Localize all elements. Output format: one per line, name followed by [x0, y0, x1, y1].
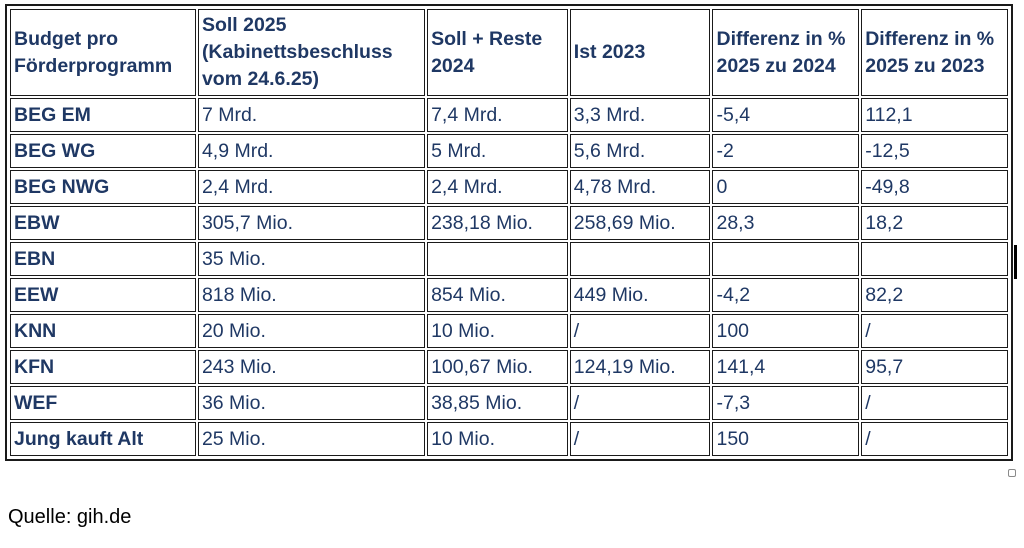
table-row: EBN 35 Mio. [10, 242, 1008, 276]
table-cell: 854 Mio. [427, 278, 568, 312]
table-cell: 7 Mrd. [197, 98, 426, 132]
table-row: WEF 36 Mio. 38,85 Mio. / -7,3/ [10, 386, 1008, 420]
table-cell [569, 242, 711, 276]
table-cell: 2,4 Mrd. [197, 170, 426, 204]
table-row: Jung kauft Alt 25 Mio. 10 Mio./150/ [10, 422, 1008, 456]
table-cell: 238,18 Mio. [427, 206, 568, 240]
header-cell-soll-2025: Soll 2025 (Kabinettsbeschluss vom 24.6.2… [197, 9, 426, 96]
row-label-cell: EBN [10, 242, 196, 276]
table-cell: 124,19 Mio. [569, 350, 711, 384]
budget-table-frame: Budget pro Förderprogramm Soll 2025 (Kab… [5, 4, 1013, 461]
table-cell: 35 Mio. [197, 242, 426, 276]
table-cell: 18,2 [861, 206, 1008, 240]
table-cell: 82,2 [861, 278, 1008, 312]
table-cell: -4,2 [712, 278, 860, 312]
table-cell: 38,85 Mio. [427, 386, 568, 420]
header-cell-diff-2023: Differenz in % 2025 zu 2023 [861, 9, 1008, 96]
row-label-cell: BEG EM [10, 98, 196, 132]
table-cell: 818 Mio. [197, 278, 426, 312]
table-header-row: Budget pro Förderprogramm Soll 2025 (Kab… [10, 9, 1008, 96]
table-cell: 305,7 Mio. [197, 206, 426, 240]
table-cell: 10 Mio. [427, 422, 568, 456]
source-caption: Quelle: gih.de [8, 506, 132, 528]
table-cell: -49,8 [861, 170, 1008, 204]
row-label-cell: BEG WG [10, 134, 196, 168]
table-cell: 25 Mio. [197, 422, 426, 456]
budget-table: Budget pro Förderprogramm Soll 2025 (Kab… [8, 7, 1010, 458]
table-cell [861, 242, 1008, 276]
table-cell: / [569, 422, 711, 456]
header-cell-diff-2024: Differenz in % 2025 zu 2024 [712, 9, 860, 96]
table-cell: 20 Mio. [197, 314, 426, 348]
table-body: BEG EM 7 Mrd. 7,4 Mrd. 3,3 Mrd. -5,4 112,1 BEG… [10, 98, 1008, 456]
row-label-cell: EBW [10, 206, 196, 240]
table-cell: 36 Mio. [197, 386, 426, 420]
table-cell: 100 [712, 314, 860, 348]
table-cell [427, 242, 568, 276]
table-cell: 5 Mrd. [427, 134, 568, 168]
table-cell: -7,3 [712, 386, 860, 420]
row-label-cell: BEG NWG [10, 170, 196, 204]
table-cell: / [861, 314, 1008, 348]
header-cell-soll-reste-2024: Soll + Reste 2024 [427, 9, 568, 96]
row-label-cell: KFN [10, 350, 196, 384]
table-cell: 449 Mio. [569, 278, 711, 312]
row-label-cell: Jung kauft Alt [10, 422, 196, 456]
table-row: EBW 305,7 Mio. 238,18 Mio. 258,69 Mio. 28,3 1… [10, 206, 1008, 240]
table-row: BEG EM 7 Mrd. 7,4 Mrd. 3,3 Mrd. -5,4 112,1 [10, 98, 1008, 132]
table-row: EEW 818 Mio. 854 Mio. 449 Mio. -4,2 82,2 [10, 278, 1008, 312]
table-cell: 4,9 Mrd. [197, 134, 426, 168]
row-label-cell: KNN [10, 314, 196, 348]
table-resize-handle[interactable] [1008, 469, 1016, 477]
table-row: KNN 20 Mio. 10 Mio./100/ [10, 314, 1008, 348]
table-cell: 95,7 [861, 350, 1008, 384]
text-cursor [1014, 245, 1017, 279]
table-cell: 112,1 [861, 98, 1008, 132]
table-cell [712, 242, 860, 276]
table-cell: / [569, 386, 711, 420]
row-label-cell: EEW [10, 278, 196, 312]
table-cell: / [861, 422, 1008, 456]
row-label-cell: WEF [10, 386, 196, 420]
table-cell: 150 [712, 422, 860, 456]
table-row: BEG NWG 2,4 Mrd. 2,4 Mrd. 4,78 Mrd. 0 -49,8 [10, 170, 1008, 204]
table-cell: -5,4 [712, 98, 860, 132]
table-cell: -2 [712, 134, 860, 168]
table-cell: / [861, 386, 1008, 420]
table-cell: -12,5 [861, 134, 1008, 168]
table-cell: / [569, 314, 711, 348]
table-cell: 2,4 Mrd. [427, 170, 568, 204]
table-cell: 0 [712, 170, 860, 204]
table-cell: 4,78 Mrd. [569, 170, 711, 204]
table-cell: 10 Mio. [427, 314, 568, 348]
table-cell: 28,3 [712, 206, 860, 240]
table-row: KFN 243 Mio. 100,67 Mio. 124,19 Mio. 141,4 95… [10, 350, 1008, 384]
table-cell: 7,4 Mrd. [427, 98, 568, 132]
table-cell: 258,69 Mio. [569, 206, 711, 240]
table-cell: 243 Mio. [197, 350, 426, 384]
header-cell-ist-2023: Ist 2023 [569, 9, 711, 96]
table-cell: 141,4 [712, 350, 860, 384]
header-cell-program: Budget pro Förderprogramm [10, 9, 196, 96]
table-row: BEG WG 4,9 Mrd. 5 Mrd. 5,6 Mrd. -2 -12,5 [10, 134, 1008, 168]
table-cell: 100,67 Mio. [427, 350, 568, 384]
table-cell: 3,3 Mrd. [569, 98, 711, 132]
table-cell: 5,6 Mrd. [569, 134, 711, 168]
